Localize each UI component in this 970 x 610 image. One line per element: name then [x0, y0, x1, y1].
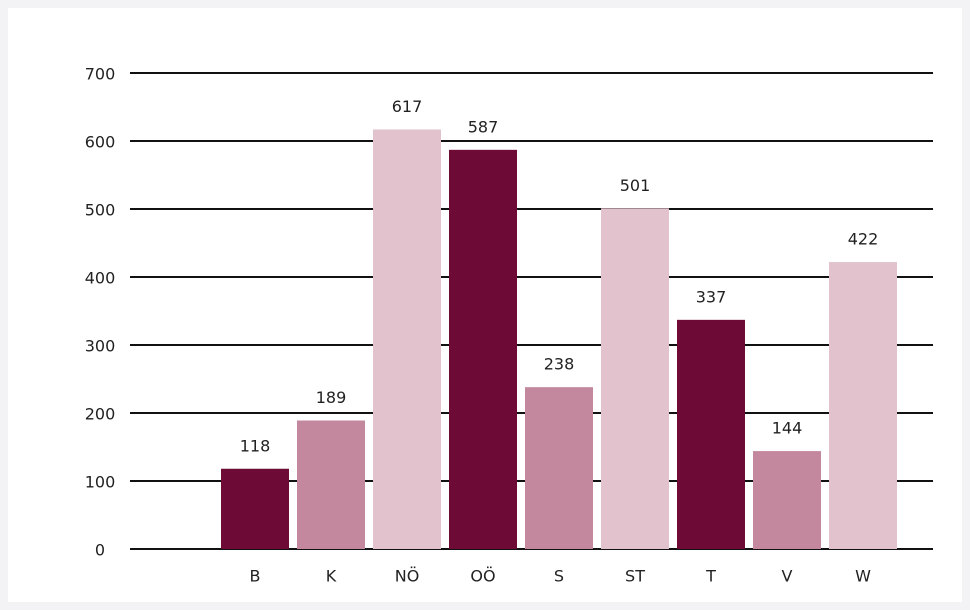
bar: [525, 387, 593, 549]
y-tick-label: 600: [85, 133, 116, 152]
bar: [297, 420, 365, 549]
value-label: 422: [848, 230, 879, 249]
bar: [753, 451, 821, 549]
x-tick-label: T: [705, 567, 716, 586]
y-tick-label: 400: [85, 269, 116, 288]
bar: [373, 129, 441, 549]
x-tick-label: NÖ: [395, 567, 420, 586]
bar: [449, 149, 517, 549]
bar: [601, 208, 669, 549]
x-tick-label: S: [554, 567, 564, 586]
y-tick-label: 300: [85, 337, 116, 356]
bar: [221, 468, 289, 549]
x-tick-label: B: [250, 567, 261, 586]
value-label: 587: [468, 117, 499, 136]
x-tick-label: ST: [625, 567, 645, 586]
y-tick-label: 200: [85, 405, 116, 424]
x-tick-label: OÖ: [470, 567, 495, 586]
value-label: 189: [316, 388, 347, 407]
value-label: 238: [544, 355, 575, 374]
y-tick-label: 500: [85, 201, 116, 220]
x-tick-label: V: [782, 567, 793, 586]
value-label: 144: [772, 419, 803, 438]
y-tick-label: 0: [95, 541, 105, 560]
x-tick-label: W: [855, 567, 871, 586]
x-tick-label: K: [326, 567, 337, 586]
value-label: 617: [392, 97, 423, 116]
bar: [677, 319, 745, 549]
value-label: 501: [620, 176, 651, 195]
y-tick-label: 100: [85, 473, 116, 492]
value-label: 118: [240, 436, 271, 455]
value-label: 337: [696, 287, 727, 306]
bar: [829, 262, 897, 549]
y-tick-label: 700: [85, 65, 116, 84]
